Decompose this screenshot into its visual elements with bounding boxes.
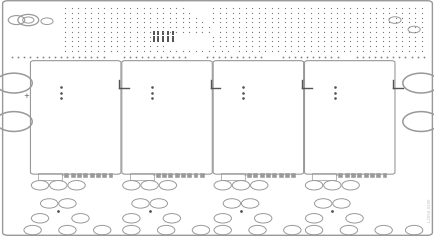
Bar bbox=[357, 173, 361, 177]
Bar bbox=[272, 173, 276, 177]
Bar bbox=[375, 173, 379, 177]
Text: +: + bbox=[23, 93, 29, 99]
Bar bbox=[70, 173, 75, 177]
Bar bbox=[284, 173, 288, 177]
Bar bbox=[382, 173, 386, 177]
Bar bbox=[344, 173, 348, 177]
Text: L-2050-0206: L-2050-0206 bbox=[427, 197, 431, 222]
Bar bbox=[129, 173, 153, 180]
Bar bbox=[161, 173, 165, 177]
Bar bbox=[108, 173, 112, 177]
FancyBboxPatch shape bbox=[122, 61, 212, 174]
Bar bbox=[174, 173, 178, 177]
Bar bbox=[77, 173, 81, 177]
Bar bbox=[259, 173, 263, 177]
FancyBboxPatch shape bbox=[213, 61, 303, 174]
Bar bbox=[266, 173, 270, 177]
Bar bbox=[291, 173, 295, 177]
FancyBboxPatch shape bbox=[304, 61, 394, 174]
Bar bbox=[193, 173, 197, 177]
Bar bbox=[278, 173, 282, 177]
FancyBboxPatch shape bbox=[30, 61, 121, 174]
Bar bbox=[187, 173, 191, 177]
Bar bbox=[38, 173, 62, 180]
Bar bbox=[220, 173, 244, 180]
Bar bbox=[64, 173, 68, 177]
Bar bbox=[102, 173, 106, 177]
Bar bbox=[95, 173, 100, 177]
Bar bbox=[83, 173, 87, 177]
Bar bbox=[168, 173, 172, 177]
Bar bbox=[253, 173, 257, 177]
Bar bbox=[200, 173, 203, 177]
Bar bbox=[350, 173, 354, 177]
Bar bbox=[369, 173, 373, 177]
Bar bbox=[312, 173, 335, 180]
FancyBboxPatch shape bbox=[3, 1, 431, 235]
Bar bbox=[89, 173, 93, 177]
Bar bbox=[181, 173, 184, 177]
Bar bbox=[155, 173, 159, 177]
Bar bbox=[363, 173, 367, 177]
Bar bbox=[338, 173, 342, 177]
Bar bbox=[247, 173, 250, 177]
